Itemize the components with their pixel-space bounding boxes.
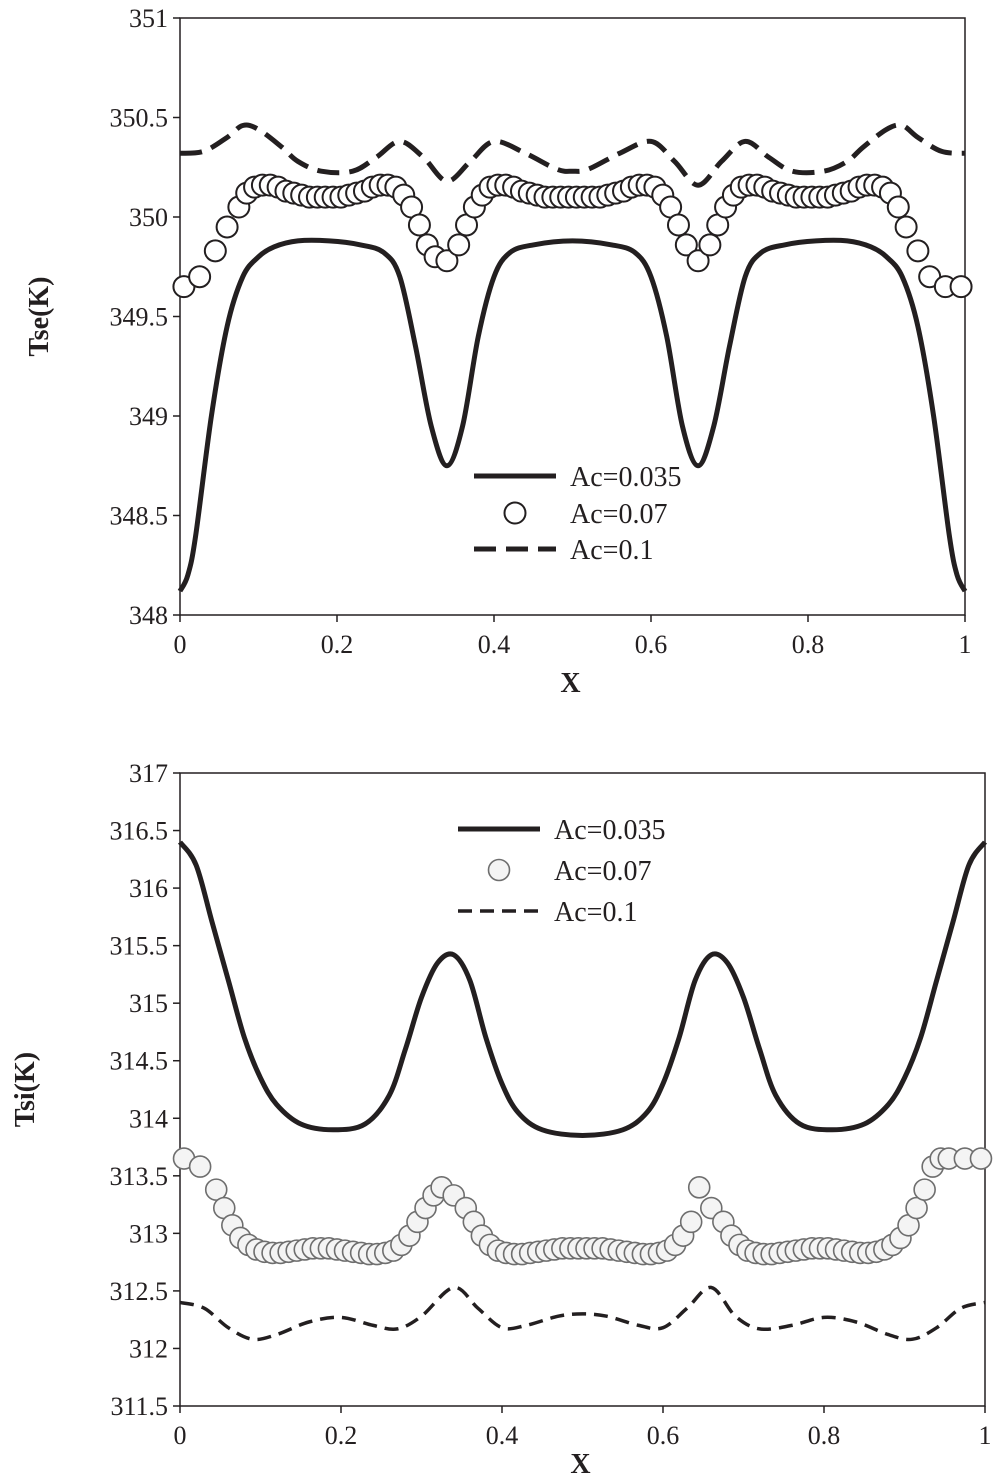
legend-label: Ac=0.1 — [570, 535, 653, 566]
x-axis-title: X — [570, 1449, 590, 1480]
data-point — [894, 215, 918, 239]
series-Ac=0.1 — [179, 122, 966, 188]
legend-label: Ac=0.035 — [554, 815, 665, 846]
series-line — [179, 1285, 986, 1342]
y-tick-label: 351 — [129, 4, 168, 33]
x-tick-label: 1 — [979, 1421, 992, 1450]
legend-label: Ac=0.07 — [570, 499, 667, 530]
legend-label: Ac=0.07 — [554, 856, 651, 887]
series-line — [177, 237, 968, 593]
y-tick-label: 311.5 — [110, 1392, 168, 1421]
legend-label: Ac=0.1 — [554, 897, 637, 928]
y-tick-label: 350 — [129, 203, 168, 232]
series-Ac=0.07 — [172, 173, 973, 299]
data-point — [687, 1176, 711, 1199]
series-Ac=0.035 — [177, 840, 988, 1138]
x-tick-label: 0.4 — [486, 1421, 519, 1450]
x-tick-label: 1 — [959, 630, 972, 659]
data-point — [674, 233, 698, 257]
y-tick-label: 348.5 — [110, 502, 169, 531]
y-tick-label: 316.5 — [110, 817, 169, 846]
y-axis-title: Tse(K) — [24, 277, 55, 357]
x-tick-label: 0.8 — [808, 1421, 841, 1450]
data-point — [203, 239, 227, 263]
x-tick-label: 0.2 — [321, 630, 354, 659]
chart-1: 348 348.5 349 349.5 350 350.5 351 0 0.2 0.4 0.6 0.8… — [24, 4, 973, 699]
legend-marker — [503, 501, 527, 525]
x-tick-label: 0.8 — [792, 630, 825, 659]
legend: Ac=0.035 Ac=0.07 Ac=0.1 — [474, 462, 681, 566]
data-point — [679, 1210, 703, 1234]
y-tick-label: 314 — [129, 1104, 168, 1133]
y-tick-label: 349.5 — [110, 303, 169, 332]
data-point — [698, 233, 722, 257]
y-tick-label: 312.5 — [110, 1277, 169, 1306]
series-Ac=0.1 — [179, 1285, 986, 1342]
data-point — [435, 249, 459, 273]
data-point — [686, 249, 710, 273]
data-point — [906, 239, 930, 263]
legend-marker — [487, 858, 511, 882]
data-point — [969, 1147, 993, 1170]
series-Ac=0.035 — [177, 237, 968, 593]
y-tick-label: 315.5 — [110, 932, 169, 961]
y-tick-label: 348 — [129, 601, 168, 630]
y-tick-label: 349 — [129, 402, 168, 431]
y-tick-label: 313.5 — [110, 1162, 169, 1191]
y-tick-label: 314.5 — [110, 1047, 169, 1076]
data-point — [447, 233, 471, 257]
series-line — [179, 122, 966, 188]
data-point — [949, 275, 973, 299]
data-point — [407, 213, 431, 237]
y-tick-label: 313 — [129, 1219, 168, 1248]
chart-2: 311.5 312 312.5 313 313.5 314 314.5 315 315.5 316… — [10, 759, 993, 1480]
data-point — [913, 1178, 936, 1201]
legend: Ac=0.035 Ac=0.07 Ac=0.1 — [458, 815, 665, 928]
y-tick-label: 317 — [129, 759, 168, 788]
y-tick-label: 312 — [129, 1334, 168, 1363]
data-point — [188, 1155, 212, 1178]
x-tick-label: 0.6 — [647, 1421, 680, 1450]
y-tick-label: 315 — [129, 989, 168, 1018]
plot-frame — [179, 772, 986, 1407]
series-Ac=0.07 — [172, 1147, 993, 1266]
x-axis-title: X — [560, 668, 580, 699]
legend-label: Ac=0.035 — [570, 462, 681, 493]
x-tick-label: 0.4 — [478, 630, 511, 659]
x-tick-label: 0 — [174, 1421, 187, 1450]
y-axis-title: Tsi(K) — [10, 1052, 41, 1127]
data-point — [215, 215, 239, 239]
y-tick-label: 316 — [129, 874, 168, 903]
series-line — [177, 840, 988, 1138]
x-tick-label: 0.6 — [635, 630, 668, 659]
data-point — [188, 265, 212, 289]
x-tick-label: 0.2 — [325, 1421, 358, 1450]
x-tick-label: 0 — [174, 630, 187, 659]
y-tick-label: 350.5 — [110, 104, 169, 133]
data-point — [666, 213, 690, 237]
data-point — [886, 195, 910, 219]
